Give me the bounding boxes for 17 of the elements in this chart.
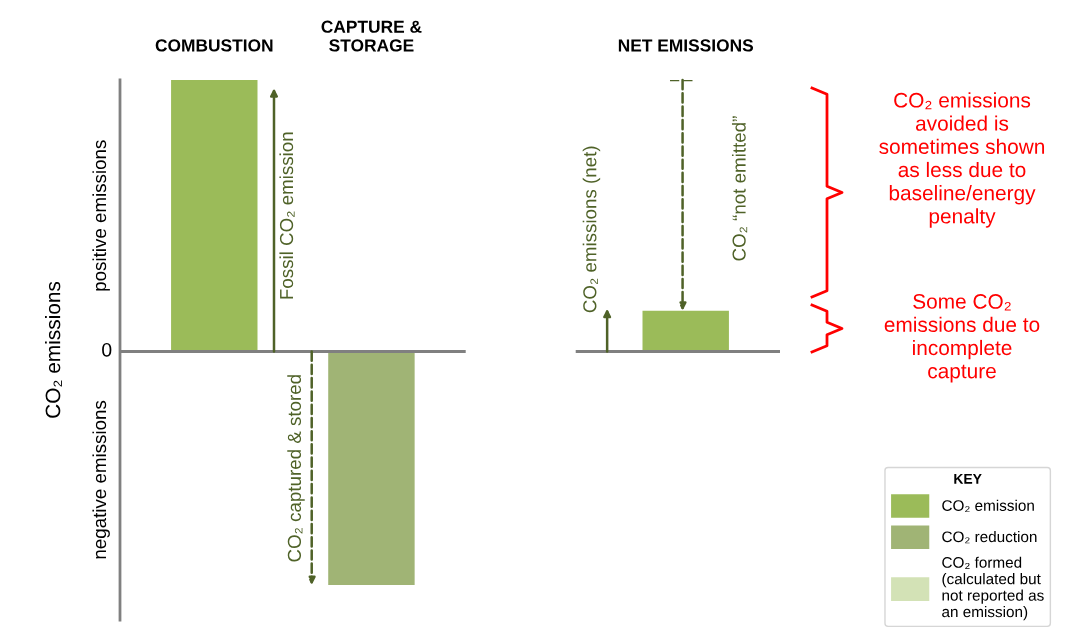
text: 0 [102,342,112,357]
y-axis-title: CO₂ emissions [45,281,62,418]
legend-label: CO₂ reduction [942,530,1037,544]
x-tick-label: COMBUSTION [155,39,273,52]
text: Some CO₂ emissions due to incomplete capture [884,294,1040,383]
x-tick-label: NET EMISSIONS [618,39,754,52]
text: positive emissions [92,140,110,291]
x-tick-label: CAPTURE & STORAGE [321,20,422,52]
legend-label: CO₂ formed (calculated but not reported as an emission) [942,556,1044,621]
annotation: CO₂ emissions (net) [582,146,601,313]
text: CO₂ emissions avoided is sometimes shown as less due to baseline/energy penalty [879,92,1045,228]
text: negative emissions [92,400,110,559]
annotation: Fossil CO₂ emission [279,132,295,299]
annotation: CO₂ “not emitted” [731,116,748,261]
legend-label: CO₂ emission [942,499,1034,513]
annotation: CO₂ captured & stored [287,375,305,562]
legend-title: KEY [954,474,982,484]
